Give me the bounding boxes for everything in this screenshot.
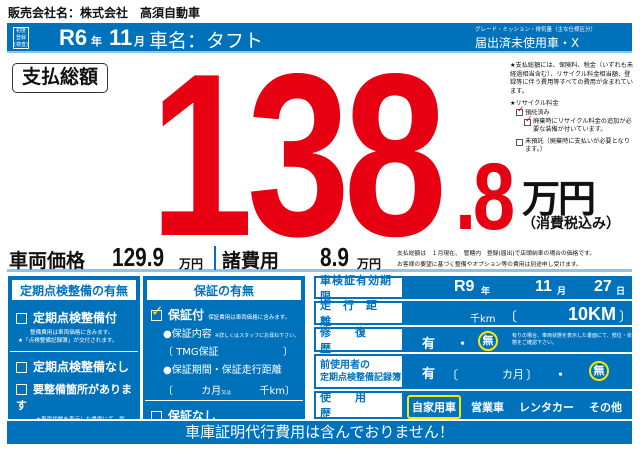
warranty-none-label: 保証なし: [168, 409, 217, 423]
era-year: R6: [59, 25, 88, 50]
warranty-title: 保証の有無: [146, 279, 302, 301]
record-months-unit: カ月: [502, 368, 524, 381]
header-bar: 初度登録(検査) R6 年 11 月 車名：タフト グレード・ミッション・排気量…: [7, 23, 632, 53]
usage-rental[interactable]: レンタカー: [519, 401, 574, 414]
extra-equipment-checkbox[interactable]: ✓: [524, 114, 533, 126]
warranty-period-label: ●保証期間・保証走行距離: [163, 365, 282, 376]
inspection-with-label: 定期点検整備付: [33, 311, 118, 325]
warranty-panel: 保証の有無 ✓ 保証付 保証費用は車両価格に含みます。 ●保証内容 ※詳しくはスタ…: [142, 275, 306, 423]
mileage-label: 走行距離: [316, 299, 402, 328]
warranty-content-note: ※詳しくはスタッフにお尋ね下さい。: [214, 333, 300, 339]
mileage-unit: 千km: [470, 314, 496, 325]
month: 11: [109, 25, 133, 50]
record-label-2: 定期点検整備記録簿: [320, 372, 402, 383]
warranty-content-label: ●保証内容: [163, 329, 212, 340]
usage-commercial[interactable]: 営業車: [471, 401, 504, 414]
vehicle-price-unit: 万円: [179, 257, 204, 271]
inspection-day: 27: [594, 278, 612, 295]
inspection-expiry-label: 車検証有効期限: [316, 274, 402, 303]
year-label: 年: [91, 35, 102, 48]
usage-history-row: 使用歴 自家用車 営業車 レンタカー その他: [314, 391, 632, 420]
or-label: 又は: [221, 390, 232, 396]
inspection-panel: 定期点検整備の有無 定期点検整備付 整備費用は車両価格に含みます。 ★「点検整備…: [7, 275, 141, 431]
repair-no-selected[interactable]: 無: [478, 331, 498, 351]
repair-yes[interactable]: 有: [422, 337, 436, 352]
mileage-row: 走行距離 千km 〔 10KM 〕: [314, 299, 632, 328]
record-yes[interactable]: 有: [422, 367, 436, 382]
repair-note: 有りの場合、車両状態を表示した書面にて、部位・状態をご確認下さい。: [512, 333, 632, 346]
footer-notice: 車庫証明代行費用は含んでおりません！: [7, 421, 632, 444]
total-price-unit: 万円: [522, 177, 596, 221]
warranty-with-checkbox[interactable]: ✓: [151, 302, 164, 321]
inspection-title: 定期点検整備の有無: [11, 279, 137, 301]
extra-equipment-label: 廃棄時にリサイクル料金の追加が必要な装備が付いています。: [533, 117, 632, 134]
vehicle-price-label: 車両価格: [9, 250, 86, 272]
not-deposited-checkbox[interactable]: [516, 138, 523, 146]
day-unit: 日: [616, 287, 626, 297]
months-unit: カ月: [201, 386, 222, 397]
grade-caption: グレード・ミッション・排気量（主な仕様区分）: [475, 27, 597, 33]
usage-other[interactable]: その他: [589, 401, 622, 414]
total-price-tag: 支払総額: [12, 63, 108, 93]
tax-included-note: （消費税込み）: [522, 216, 620, 232]
inspection-without-checkbox[interactable]: [16, 362, 27, 373]
first-registration-badge: 初度登録(検査): [13, 27, 29, 49]
recycle-title: ★リサイクル料金: [510, 100, 559, 107]
needs-maintenance-checkbox[interactable]: [16, 384, 27, 395]
mileage-value: 10KM: [568, 304, 617, 324]
year-unit: 年: [481, 287, 491, 297]
record-no-selected[interactable]: 無: [589, 361, 609, 381]
separator-dot: ・: [456, 337, 470, 352]
maintenance-record-row: 前使用者の 定期点検整備記録簿 有 〔 カ月 〕 ・ 無: [314, 354, 632, 391]
dealer-name: 販売会社名：株式会社 高須自動車: [8, 6, 201, 20]
total-price-integer: 138: [150, 26, 447, 285]
needs-maintenance-label: 要整備箇所があります: [16, 383, 132, 412]
deposited-checkbox[interactable]: ✓: [516, 104, 525, 116]
notes: ★支払総額には、保険料、税金（いずれも未経過相当含む）、リサイクル料金相当額、登…: [510, 62, 635, 155]
km-unit: 千km: [259, 386, 285, 397]
warranty-content: TMG保証: [176, 347, 219, 358]
record-label-1: 前使用者の: [320, 359, 370, 371]
inspection-with-note-1: 整備費用は車両価格に含みます。: [30, 330, 114, 336]
fees-label: 諸費用: [222, 250, 280, 272]
check-icon: ✓: [525, 114, 533, 125]
grade: 届出済未使用車・X: [475, 36, 580, 50]
car-name: 車名：タフト: [149, 30, 264, 52]
fees-value: 8.9: [320, 242, 349, 272]
separator-dot: ・: [554, 368, 568, 383]
warranty-with-label: 保証付: [168, 308, 205, 322]
usage-private-selected[interactable]: 自家用車: [407, 395, 461, 419]
inspection-with-checkbox[interactable]: [16, 313, 27, 324]
month-label: 月: [134, 35, 145, 48]
warranty-with-note: 保証費用は車両価格に含みます。: [208, 315, 291, 321]
divider: [145, 400, 303, 401]
total-note: ★支払総額には、保険料、税金（いずれも未経過相当含む）、リサイクル料金相当額、登…: [510, 62, 634, 95]
check-icon: ✓: [151, 302, 164, 320]
deposited-label: 預託済み: [525, 109, 550, 116]
not-deposited-label: 未預託（廃棄時に支払いが必要となります。）: [525, 137, 631, 154]
usage-history-label: 使用歴: [316, 391, 402, 420]
price-note-2: お客様の要望に基づく整備やオプション等の費用は別途申し受けます。: [397, 262, 582, 268]
divider: [214, 246, 216, 270]
vehicle-price-value: 129.9: [112, 242, 165, 272]
vehicle-details-panel: 車検証有効期限 R9 年 11 月 27 日 走行距離 千km 〔 10KM 〕…: [313, 274, 633, 420]
inspection-year: R9: [454, 278, 475, 295]
price-breakdown: 車両価格 129.9 万円 諸費用 8.9 万円 支払総額は １月現在、 管轄内…: [7, 242, 632, 272]
price-note-1: 支払総額は １月現在、 管轄内 登録(届出)で店頭納車の場合の価格です。: [397, 251, 596, 257]
check-icon: ✓: [517, 104, 525, 115]
repair-history-row: 修復歴 有 ・ 無 有りの場合、車両状態を表示した書面にて、部位・状態をご確認下…: [314, 326, 632, 355]
fees-unit: 万円: [357, 257, 382, 271]
divider: [10, 351, 138, 352]
inspection-expiry-row: 車検証有効期限 R9 年 11 月 27 日: [314, 274, 632, 303]
month-unit: 月: [557, 287, 567, 297]
total-price-decimal: .8: [455, 144, 515, 250]
inspection-with-note-2: ★「点検整備記録簿」が交付されます。: [18, 338, 118, 344]
inspection-month: 11: [535, 278, 552, 295]
inspection-without-label: 定期点検整備なし: [33, 360, 130, 374]
repair-history-label: 修復歴: [316, 326, 402, 355]
